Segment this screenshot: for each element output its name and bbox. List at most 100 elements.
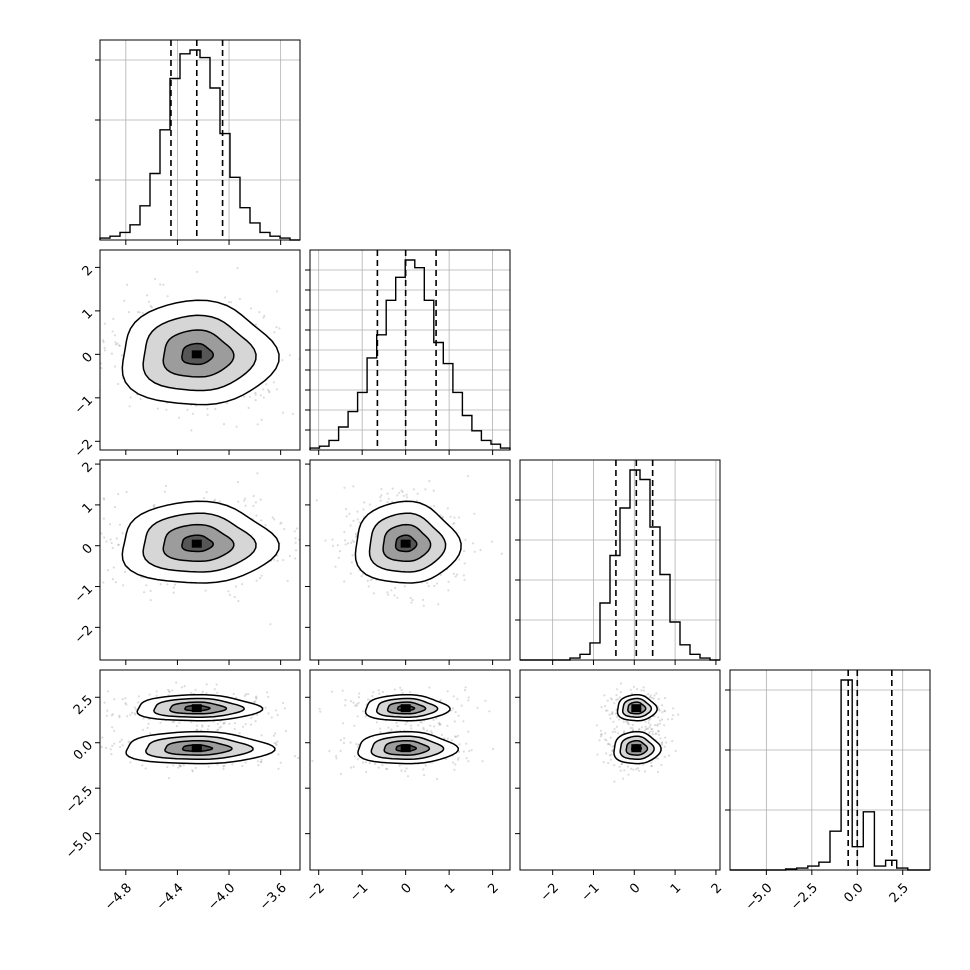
panel-frame	[99, 669, 301, 871]
scatter-point	[349, 572, 352, 575]
scatter-point	[124, 702, 127, 705]
scatter-point	[73, 536, 75, 538]
scatter-point	[396, 725, 399, 728]
scatter-point	[283, 707, 286, 710]
scatter-point	[174, 583, 177, 586]
scatter-point	[410, 727, 413, 730]
scatter-point	[311, 759, 314, 762]
scatter-point	[661, 741, 664, 744]
scatter-point	[116, 342, 119, 345]
scatter-point	[165, 408, 168, 411]
scatter-point	[270, 716, 273, 719]
scatter-point	[105, 714, 108, 717]
scatter-point	[95, 341, 97, 343]
scatter-point	[356, 745, 359, 748]
scatter-point	[213, 498, 217, 501]
scatter-point	[402, 494, 405, 497]
panel-frame	[99, 39, 301, 241]
scatter-point	[113, 742, 116, 745]
scatter-point	[612, 720, 615, 723]
scatter-point	[254, 323, 258, 326]
scatter-point	[195, 724, 199, 727]
scatter-point	[617, 732, 620, 735]
scatter-point	[445, 757, 448, 761]
scatter-point	[450, 739, 453, 742]
x-tick-label: 1	[442, 881, 458, 897]
scatter-point	[260, 760, 263, 764]
scatter-point	[237, 600, 240, 603]
scatter-point	[626, 765, 630, 768]
scatter-point	[360, 575, 363, 578]
scatter-point	[137, 701, 140, 704]
scatter-point	[656, 757, 659, 760]
scatter-point	[335, 755, 338, 758]
scatter-point	[629, 726, 632, 730]
scatter-point	[86, 384, 88, 386]
scatter-point	[651, 733, 654, 736]
scatter-point	[196, 270, 199, 273]
scatter-point	[663, 745, 666, 748]
scatter-point	[600, 733, 603, 736]
scatter-point	[430, 730, 433, 733]
hist-panel-2	[515, 459, 721, 665]
scatter-point	[387, 497, 390, 500]
scatter-point	[660, 704, 664, 707]
scatter-point	[172, 764, 175, 767]
scatter-point	[650, 765, 654, 768]
y-tick-label: 0	[80, 350, 96, 366]
scatter-point	[642, 686, 645, 689]
scatter-point	[121, 532, 124, 535]
scatter-point	[124, 697, 127, 700]
scatter-point	[636, 767, 640, 770]
scatter-point	[229, 301, 233, 304]
scatter-point	[266, 388, 270, 391]
scatter-point	[609, 697, 613, 700]
scatter-point	[196, 728, 199, 731]
scatter-point	[608, 754, 612, 757]
scatter-point	[253, 700, 256, 703]
scatter-point	[341, 689, 344, 692]
scatter-point	[422, 726, 425, 729]
scatter-point	[657, 716, 660, 719]
scatter-point	[660, 742, 663, 745]
scatter-point	[119, 745, 122, 749]
scatter-point	[194, 688, 197, 691]
y-tick-label: 2	[80, 460, 96, 476]
scatter-point	[650, 696, 654, 699]
scatter-point	[439, 699, 442, 702]
scatter-point	[146, 726, 149, 730]
scatter-point	[368, 761, 371, 765]
scatter-point	[222, 423, 226, 426]
scatter-point	[446, 507, 449, 510]
scatter-point	[380, 494, 383, 497]
scatter-point	[81, 387, 83, 389]
scatter-point	[647, 693, 650, 696]
scatter-point	[283, 528, 286, 531]
scatter-point	[652, 697, 655, 700]
scatter-point	[390, 589, 393, 592]
scatter-point	[257, 764, 260, 767]
scatter-point	[603, 694, 606, 697]
scatter-point	[353, 724, 356, 727]
scatter-point	[437, 722, 440, 725]
scatter-point	[611, 712, 614, 715]
scatter-point	[236, 481, 240, 484]
scatter-point	[218, 726, 221, 729]
scatter-point	[131, 711, 134, 714]
scatter-panel-3-1	[305, 669, 511, 875]
scatter-point	[281, 411, 284, 414]
scatter-point	[600, 706, 603, 709]
scatter-point	[602, 761, 605, 764]
scatter-point	[600, 733, 603, 736]
scatter-point	[293, 530, 296, 533]
scatter-point	[178, 764, 181, 767]
scatter-point	[260, 758, 263, 761]
panel-content	[595, 682, 680, 783]
scatter-point	[110, 714, 113, 717]
scatter-point	[618, 765, 621, 768]
scatter-point	[361, 710, 365, 713]
scatter-point	[371, 695, 374, 698]
scatter-point	[159, 583, 162, 586]
scatter-point	[655, 692, 658, 695]
scatter-point	[117, 382, 120, 386]
